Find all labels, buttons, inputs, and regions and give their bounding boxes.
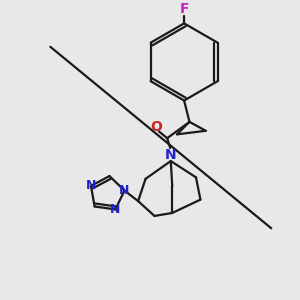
Text: F: F bbox=[179, 2, 189, 16]
Text: N: N bbox=[86, 179, 96, 192]
Text: N: N bbox=[119, 184, 130, 197]
Text: N: N bbox=[165, 148, 177, 161]
Text: N: N bbox=[110, 203, 121, 216]
Text: O: O bbox=[150, 120, 162, 134]
